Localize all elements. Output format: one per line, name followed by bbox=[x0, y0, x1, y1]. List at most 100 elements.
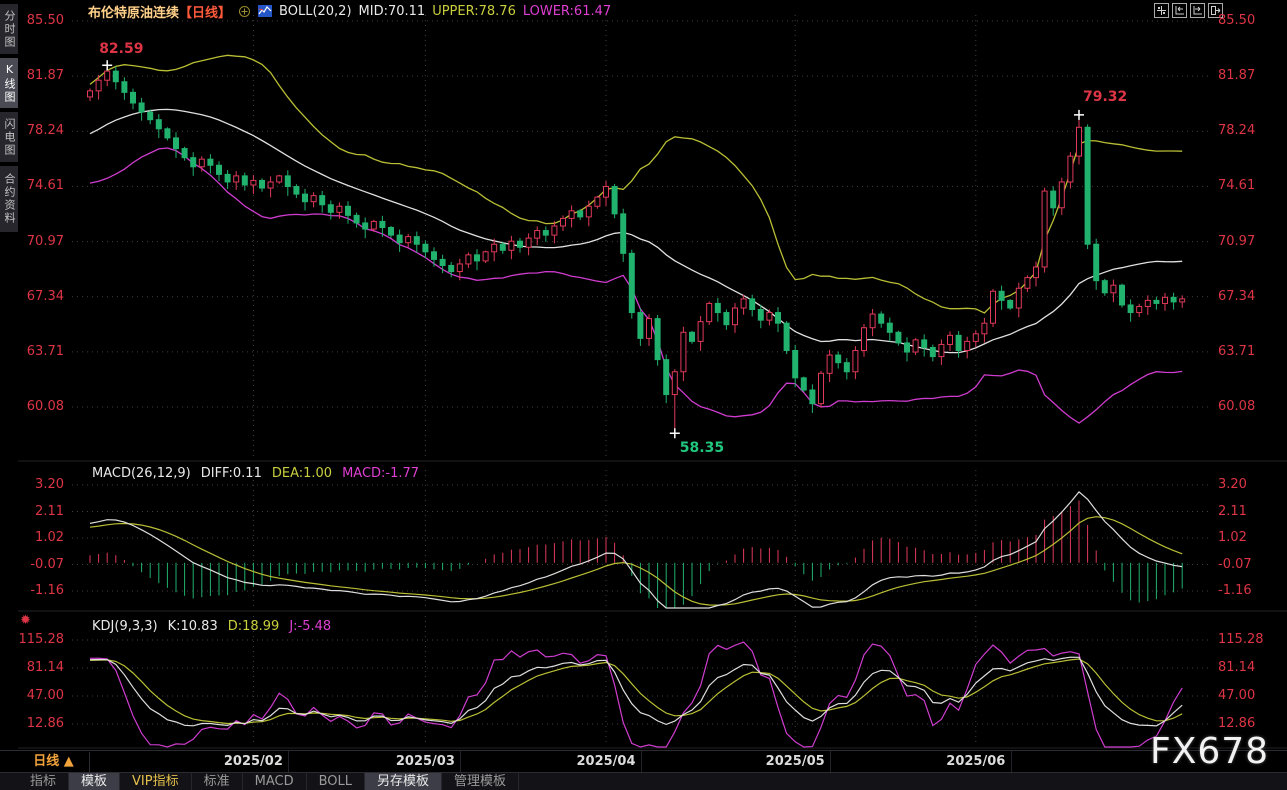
candle-body bbox=[1007, 299, 1014, 309]
candle-body bbox=[843, 362, 850, 373]
candle-body bbox=[981, 322, 988, 335]
tab-manage-templates[interactable]: 管理模板 bbox=[442, 773, 520, 790]
candle-body bbox=[904, 342, 910, 353]
bottom-toolbar: 指标 模板 VIP指标 标准 MACD BOLL 另存模板 管理模板 bbox=[0, 772, 1287, 790]
macd-axis-label-left: -0.07 bbox=[30, 556, 64, 572]
tab-vip-indicators[interactable]: VIP指标 bbox=[120, 773, 192, 790]
candle-body bbox=[714, 302, 721, 314]
scroll-left-icon[interactable] bbox=[1172, 3, 1187, 18]
candle-body bbox=[413, 236, 420, 245]
candle-body bbox=[723, 312, 730, 326]
indicator-flag-icon[interactable]: ✹ bbox=[20, 613, 31, 628]
candle-body bbox=[388, 227, 394, 236]
candle-body bbox=[534, 230, 541, 239]
candle-body bbox=[310, 195, 317, 203]
candle-body bbox=[697, 321, 704, 342]
axis-cell-divider bbox=[460, 751, 462, 772]
month-label: 2025/03 bbox=[395, 754, 455, 769]
price-axis-label-right: 81.87 bbox=[1218, 68, 1256, 84]
macd-axis-label-right: 1.02 bbox=[1218, 530, 1247, 545]
tab-macd[interactable]: MACD bbox=[243, 773, 307, 790]
price-axis-label-left: 74.61 bbox=[26, 178, 64, 194]
sidebar-item-kline[interactable]: K线图 bbox=[0, 58, 18, 108]
month-label: 2025/05 bbox=[765, 754, 825, 769]
sidebar-item-lightning[interactable]: 闪电图 bbox=[0, 112, 18, 162]
candle-body bbox=[646, 318, 652, 339]
boll-label: BOLL(20,2) bbox=[279, 3, 352, 19]
macd-axis-label-right: 3.20 bbox=[1218, 477, 1247, 492]
sidebar-item-timeshare[interactable]: 分时图 bbox=[0, 4, 18, 54]
candle-body bbox=[826, 354, 833, 374]
macd-axis-label-left: -1.16 bbox=[30, 583, 64, 598]
candle-body bbox=[878, 313, 885, 324]
tab-standard[interactable]: 标准 bbox=[192, 773, 243, 790]
tab-templates[interactable]: 模板 bbox=[69, 773, 121, 790]
axis-cell-divider bbox=[288, 751, 290, 772]
candle-body bbox=[869, 313, 876, 329]
tab-indicators[interactable]: 指标 bbox=[18, 773, 70, 790]
candle-body bbox=[87, 90, 93, 98]
candle-body bbox=[560, 217, 566, 227]
candle-body bbox=[233, 175, 240, 183]
candle-body bbox=[216, 164, 222, 175]
candle-body bbox=[95, 79, 102, 92]
expand-pane-icon[interactable] bbox=[1208, 3, 1223, 18]
fx678-watermark: FX678 bbox=[1150, 731, 1270, 772]
candle-body bbox=[955, 334, 962, 352]
candle-body bbox=[1067, 155, 1074, 183]
candle-body bbox=[852, 350, 859, 373]
kdj-d-value: D:18.99 bbox=[227, 619, 280, 634]
candle-body bbox=[474, 254, 480, 262]
candle-body bbox=[1110, 284, 1117, 294]
tab-boll[interactable]: BOLL bbox=[307, 773, 366, 790]
candle-body bbox=[508, 240, 515, 251]
candle-body bbox=[637, 312, 644, 339]
kdj-k-value: K:10.83 bbox=[167, 619, 218, 634]
candle-body bbox=[353, 214, 360, 224]
candle-body bbox=[517, 240, 523, 248]
candle-body bbox=[173, 137, 179, 150]
candle-body bbox=[284, 175, 291, 188]
candle-body bbox=[1179, 298, 1186, 303]
candle-body bbox=[1041, 190, 1048, 268]
macd-axis-label-right: -1.16 bbox=[1218, 583, 1252, 598]
boll-mid-value: MID:70.11 bbox=[358, 3, 426, 19]
candle-body bbox=[345, 205, 351, 216]
candle-body bbox=[465, 254, 472, 265]
candle-body bbox=[482, 251, 489, 262]
chart-header: 布伦特原油连续【日线】 BOLL(20,2) MID:70.11 UPPER:7… bbox=[88, 3, 611, 21]
macd-axis-label-left: 1.02 bbox=[35, 530, 64, 545]
tab-save-template[interactable]: 另存模板 bbox=[365, 773, 443, 790]
candle-body bbox=[603, 186, 609, 198]
chart-type-icon[interactable] bbox=[258, 5, 273, 17]
candle-body bbox=[396, 234, 403, 244]
kdj-d-line bbox=[89, 658, 1183, 725]
candle-body bbox=[1024, 277, 1031, 289]
month-label: 2025/06 bbox=[946, 754, 1006, 769]
candle-body bbox=[921, 339, 928, 348]
price-axis-label-left: 78.24 bbox=[26, 123, 64, 139]
period-dropdown-button[interactable]: 日线 ▲ bbox=[18, 752, 90, 772]
candle-body bbox=[1144, 299, 1151, 307]
sidebar-item-contract-info[interactable]: 合约资料 bbox=[0, 166, 18, 232]
candle-body bbox=[112, 70, 119, 83]
candle-body bbox=[525, 237, 532, 248]
candle-body bbox=[1153, 299, 1160, 304]
candle-body bbox=[1076, 126, 1082, 157]
split-view-icon[interactable] bbox=[1154, 3, 1169, 18]
macd-diff-value: DIFF:0.11 bbox=[200, 466, 262, 481]
candle-body bbox=[912, 339, 919, 353]
candle-body bbox=[990, 290, 996, 324]
add-indicator-icon[interactable] bbox=[238, 5, 251, 18]
candle-body bbox=[886, 322, 893, 333]
price-axis-label-right: 85.50 bbox=[1218, 13, 1256, 28]
kdj-axis-label-left: 47.00 bbox=[26, 688, 64, 703]
candle-body bbox=[1015, 287, 1022, 309]
kdj-axis-label-right: 12.86 bbox=[1218, 716, 1256, 731]
scroll-right-icon[interactable] bbox=[1190, 3, 1205, 18]
candle-body bbox=[809, 389, 816, 405]
candle-body bbox=[972, 333, 979, 342]
candle-body bbox=[929, 346, 936, 358]
price-axis-label-right: 67.34 bbox=[1218, 288, 1256, 304]
